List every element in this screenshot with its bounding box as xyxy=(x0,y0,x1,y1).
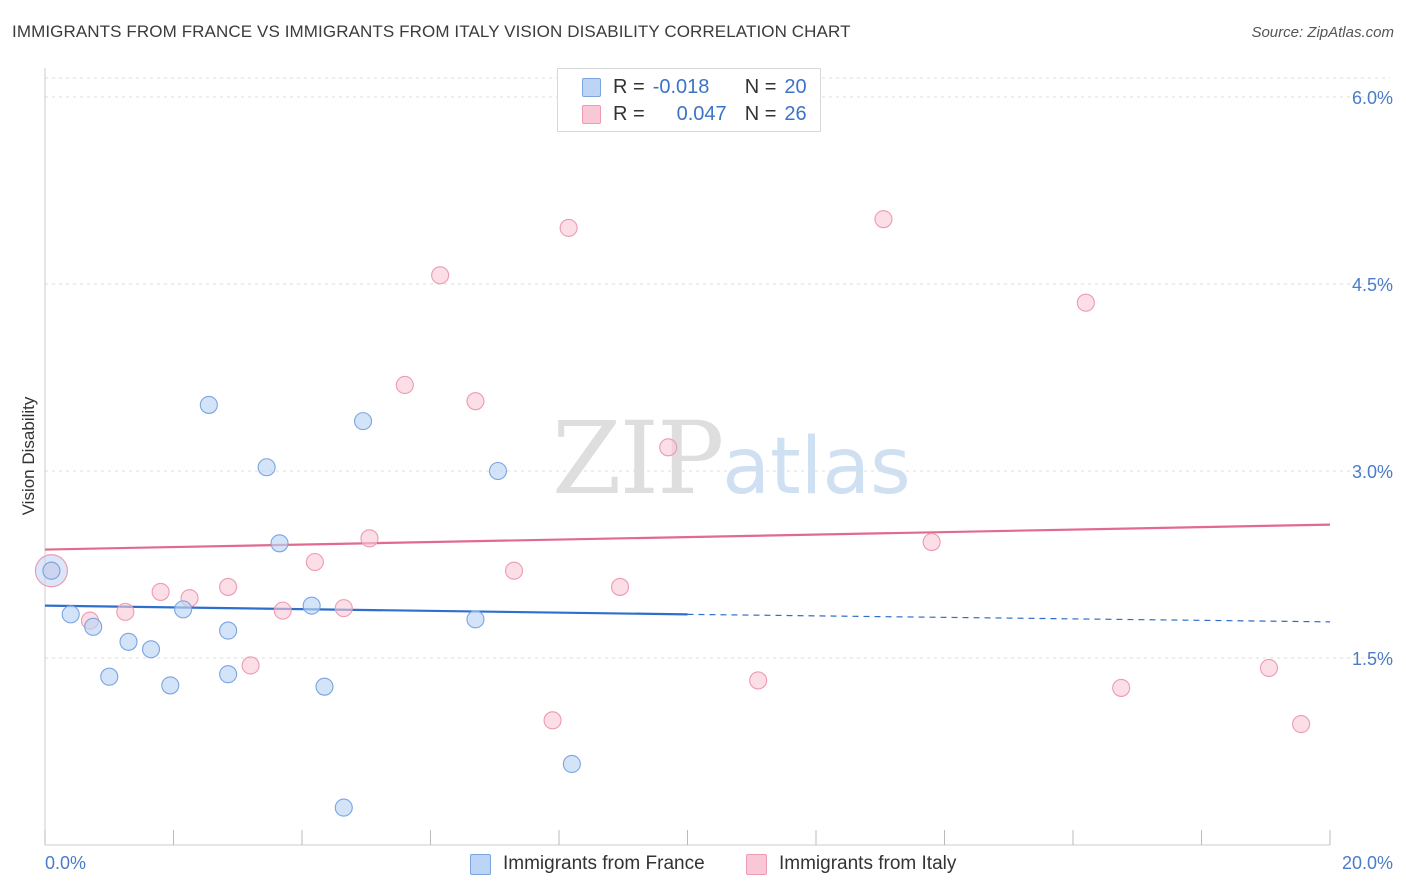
italy-point xyxy=(334,599,353,618)
data-points xyxy=(34,210,1311,817)
source-label: Source: ZipAtlas.com xyxy=(1251,24,1394,41)
france-point xyxy=(334,798,353,817)
france-point xyxy=(315,677,334,696)
italy-point xyxy=(1112,678,1131,697)
france-point xyxy=(141,640,161,659)
y-tick-label: 3.0% xyxy=(1352,462,1393,482)
italy-point xyxy=(219,577,238,596)
series-legend-italy: Immigrants from Italy xyxy=(746,851,956,877)
grid-lines xyxy=(45,77,1390,659)
italy-point xyxy=(395,375,414,395)
france-point xyxy=(119,632,138,651)
x-tick-label: 0.0% xyxy=(45,853,86,873)
france-point xyxy=(302,596,321,615)
france-swatch xyxy=(582,77,601,97)
correlation-legend: R = -0.018 N = 20 R = 0.047 N = 26 xyxy=(557,68,821,132)
france-n-value: 20 xyxy=(784,75,807,98)
italy-point xyxy=(151,582,170,601)
italy-point xyxy=(466,392,485,411)
italy-point xyxy=(1292,715,1311,734)
legend-row-france: R = -0.018 N = 20 xyxy=(582,74,807,100)
watermark-zip: ZIP xyxy=(552,400,724,517)
series-legend-france-swatch xyxy=(470,853,491,875)
y-tick-label: 4.5% xyxy=(1352,275,1393,295)
france-point xyxy=(61,605,80,624)
series-legend-italy-label: Immigrants from Italy xyxy=(779,853,957,874)
france-point xyxy=(270,534,289,553)
italy-point xyxy=(116,602,135,621)
france-point xyxy=(161,676,180,695)
france-r-value: -0.018 xyxy=(652,75,710,98)
france-trend-line-extension xyxy=(687,613,1331,623)
france-point xyxy=(174,600,193,619)
france-point xyxy=(488,461,508,481)
axes xyxy=(44,68,1331,846)
italy-point xyxy=(543,711,562,730)
series-legend-france: Immigrants from France xyxy=(470,851,705,877)
trend-lines xyxy=(44,523,1331,623)
y-tick-label: 6.0% xyxy=(1352,88,1393,108)
italy-point xyxy=(305,552,324,572)
france-point xyxy=(199,395,218,414)
france-n-label: N = xyxy=(744,75,777,98)
chart-title: IMMIGRANTS FROM FRANCE VS IMMIGRANTS FRO… xyxy=(12,22,851,41)
watermark: ZIPatlas xyxy=(552,400,911,517)
france-point xyxy=(257,458,276,477)
italy-point xyxy=(1076,293,1095,312)
italy-trend-line xyxy=(44,523,1331,551)
tick-labels: 1.5% 3.0% 4.5% 6.0% 0.0% 20.0% xyxy=(45,88,1393,873)
italy-point xyxy=(559,218,578,237)
italy-n-value: 26 xyxy=(784,102,807,125)
italy-r-value: 0.047 xyxy=(676,102,727,125)
france-point xyxy=(466,610,485,629)
italy-point xyxy=(431,266,450,285)
italy-point xyxy=(610,577,630,596)
legend-row-italy: R = 0.047 N = 26 xyxy=(582,101,807,127)
italy-r-label: R = xyxy=(613,102,645,125)
watermark-atlas: atlas xyxy=(722,422,911,512)
france-point xyxy=(100,667,119,686)
france-point xyxy=(84,617,103,636)
france-point xyxy=(219,621,238,640)
italy-point xyxy=(659,438,678,457)
france-point xyxy=(219,665,238,684)
x-tick-label: 20.0% xyxy=(1342,853,1393,873)
france-trend-line xyxy=(44,604,688,616)
y-axis-label: Vision Disability xyxy=(19,396,38,515)
italy-n-label: N = xyxy=(744,102,777,125)
france-point xyxy=(42,561,61,580)
france-r-label: R = xyxy=(613,75,645,98)
series-legend-france-label: Immigrants from France xyxy=(503,853,705,874)
y-tick-label: 1.5% xyxy=(1352,649,1393,669)
italy-point xyxy=(504,561,524,580)
france-point xyxy=(353,412,373,431)
italy-point xyxy=(360,529,379,548)
italy-swatch xyxy=(582,104,601,124)
series-legend-italy-swatch xyxy=(746,853,767,875)
italy-point xyxy=(1259,658,1279,678)
italy-point xyxy=(922,533,941,552)
italy-point xyxy=(241,656,260,675)
france-point xyxy=(562,754,581,774)
italy-point xyxy=(273,601,292,620)
italy-point xyxy=(874,210,893,229)
italy-point xyxy=(749,671,768,690)
